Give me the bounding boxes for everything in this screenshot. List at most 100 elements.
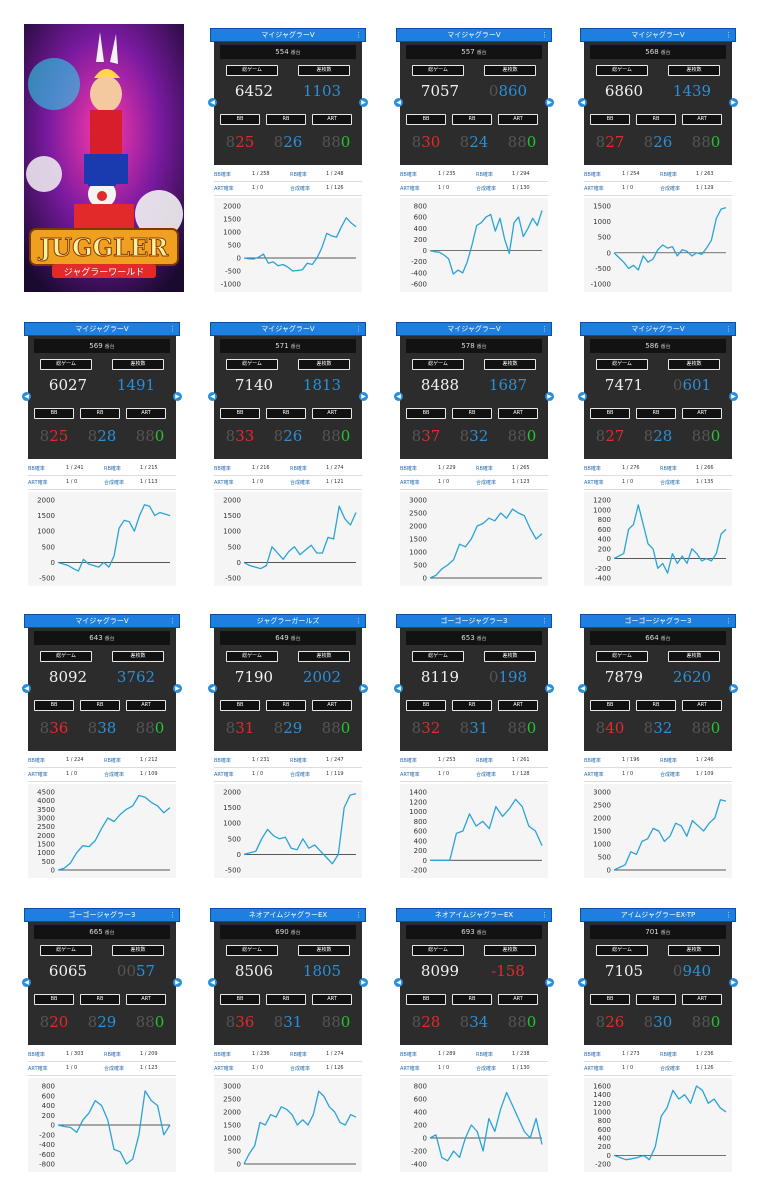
bb-button[interactable]: BB [590,994,630,1005]
diff-coins-button[interactable]: 差枚数 [668,65,720,76]
prev-arrow-icon[interactable]: ◀ [394,978,403,987]
rb-button[interactable]: RB [452,114,492,125]
diff-coins-button[interactable]: 差枚数 [298,359,350,370]
prev-arrow-icon[interactable]: ◀ [208,978,217,987]
diff-coins-button[interactable]: 差枚数 [112,945,164,956]
rb-button[interactable]: RB [266,994,306,1005]
diff-coins-button[interactable]: 差枚数 [298,945,350,956]
rb-button[interactable]: RB [636,700,676,711]
rb-button[interactable]: RB [636,114,676,125]
art-button[interactable]: ART [312,994,352,1005]
bb-button[interactable]: BB [590,408,630,419]
total-games-button[interactable]: 総ゲーム [596,65,648,76]
menu-icon[interactable]: ⋮ [169,911,176,919]
prev-arrow-icon[interactable]: ◀ [394,98,403,107]
prev-arrow-icon[interactable]: ◀ [208,98,217,107]
bb-button[interactable]: BB [34,700,74,711]
menu-icon[interactable]: ⋮ [541,31,548,39]
diff-coins-button[interactable]: 差枚数 [484,359,536,370]
menu-icon[interactable]: ⋮ [541,325,548,333]
next-arrow-icon[interactable]: ▶ [545,684,554,693]
total-games-button[interactable]: 総ゲーム [596,945,648,956]
prev-arrow-icon[interactable]: ◀ [394,684,403,693]
bb-button[interactable]: BB [34,408,74,419]
menu-icon[interactable]: ⋮ [725,911,732,919]
art-button[interactable]: ART [498,114,538,125]
bb-button[interactable]: BB [590,114,630,125]
bb-button[interactable]: BB [34,994,74,1005]
diff-coins-button[interactable]: 差枚数 [112,651,164,662]
rb-button[interactable]: RB [452,700,492,711]
art-button[interactable]: ART [312,408,352,419]
bb-button[interactable]: BB [220,994,260,1005]
art-button[interactable]: ART [682,114,722,125]
total-games-button[interactable]: 総ゲーム [226,359,278,370]
menu-icon[interactable]: ⋮ [355,617,362,625]
menu-icon[interactable]: ⋮ [725,31,732,39]
art-button[interactable]: ART [498,700,538,711]
rb-button[interactable]: RB [80,408,120,419]
diff-coins-button[interactable]: 差枚数 [484,945,536,956]
total-games-button[interactable]: 総ゲーム [596,651,648,662]
bb-button[interactable]: BB [406,700,446,711]
art-button[interactable]: ART [682,408,722,419]
next-arrow-icon[interactable]: ▶ [359,392,368,401]
total-games-button[interactable]: 総ゲーム [40,945,92,956]
next-arrow-icon[interactable]: ▶ [359,684,368,693]
diff-coins-button[interactable]: 差枚数 [668,359,720,370]
rb-button[interactable]: RB [80,994,120,1005]
diff-coins-button[interactable]: 差枚数 [298,65,350,76]
rb-button[interactable]: RB [452,994,492,1005]
total-games-button[interactable]: 総ゲーム [226,651,278,662]
total-games-button[interactable]: 総ゲーム [226,945,278,956]
menu-icon[interactable]: ⋮ [169,325,176,333]
prev-arrow-icon[interactable]: ◀ [394,392,403,401]
menu-icon[interactable]: ⋮ [355,325,362,333]
bb-button[interactable]: BB [220,114,260,125]
prev-arrow-icon[interactable]: ◀ [208,392,217,401]
next-arrow-icon[interactable]: ▶ [545,98,554,107]
next-arrow-icon[interactable]: ▶ [729,392,738,401]
diff-coins-button[interactable]: 差枚数 [484,65,536,76]
next-arrow-icon[interactable]: ▶ [173,392,182,401]
total-games-button[interactable]: 総ゲーム [412,359,464,370]
next-arrow-icon[interactable]: ▶ [359,978,368,987]
rb-button[interactable]: RB [266,700,306,711]
prev-arrow-icon[interactable]: ◀ [22,684,31,693]
rb-button[interactable]: RB [266,114,306,125]
bb-button[interactable]: BB [590,700,630,711]
bb-button[interactable]: BB [406,408,446,419]
bb-button[interactable]: BB [406,114,446,125]
diff-coins-button[interactable]: 差枚数 [298,651,350,662]
prev-arrow-icon[interactable]: ◀ [208,684,217,693]
art-button[interactable]: ART [126,408,166,419]
diff-coins-button[interactable]: 差枚数 [668,945,720,956]
bb-button[interactable]: BB [406,994,446,1005]
total-games-button[interactable]: 総ゲーム [40,651,92,662]
next-arrow-icon[interactable]: ▶ [545,978,554,987]
rb-button[interactable]: RB [266,408,306,419]
rb-button[interactable]: RB [636,408,676,419]
prev-arrow-icon[interactable]: ◀ [578,98,587,107]
art-button[interactable]: ART [312,114,352,125]
menu-icon[interactable]: ⋮ [355,31,362,39]
art-button[interactable]: ART [682,700,722,711]
rb-button[interactable]: RB [80,700,120,711]
art-button[interactable]: ART [126,994,166,1005]
art-button[interactable]: ART [312,700,352,711]
next-arrow-icon[interactable]: ▶ [173,978,182,987]
menu-icon[interactable]: ⋮ [541,911,548,919]
bb-button[interactable]: BB [220,700,260,711]
diff-coins-button[interactable]: 差枚数 [112,359,164,370]
menu-icon[interactable]: ⋮ [725,617,732,625]
total-games-button[interactable]: 総ゲーム [412,65,464,76]
total-games-button[interactable]: 総ゲーム [40,359,92,370]
prev-arrow-icon[interactable]: ◀ [578,978,587,987]
total-games-button[interactable]: 総ゲーム [412,651,464,662]
next-arrow-icon[interactable]: ▶ [729,684,738,693]
rb-button[interactable]: RB [636,994,676,1005]
next-arrow-icon[interactable]: ▶ [729,98,738,107]
prev-arrow-icon[interactable]: ◀ [578,684,587,693]
art-button[interactable]: ART [682,994,722,1005]
next-arrow-icon[interactable]: ▶ [359,98,368,107]
